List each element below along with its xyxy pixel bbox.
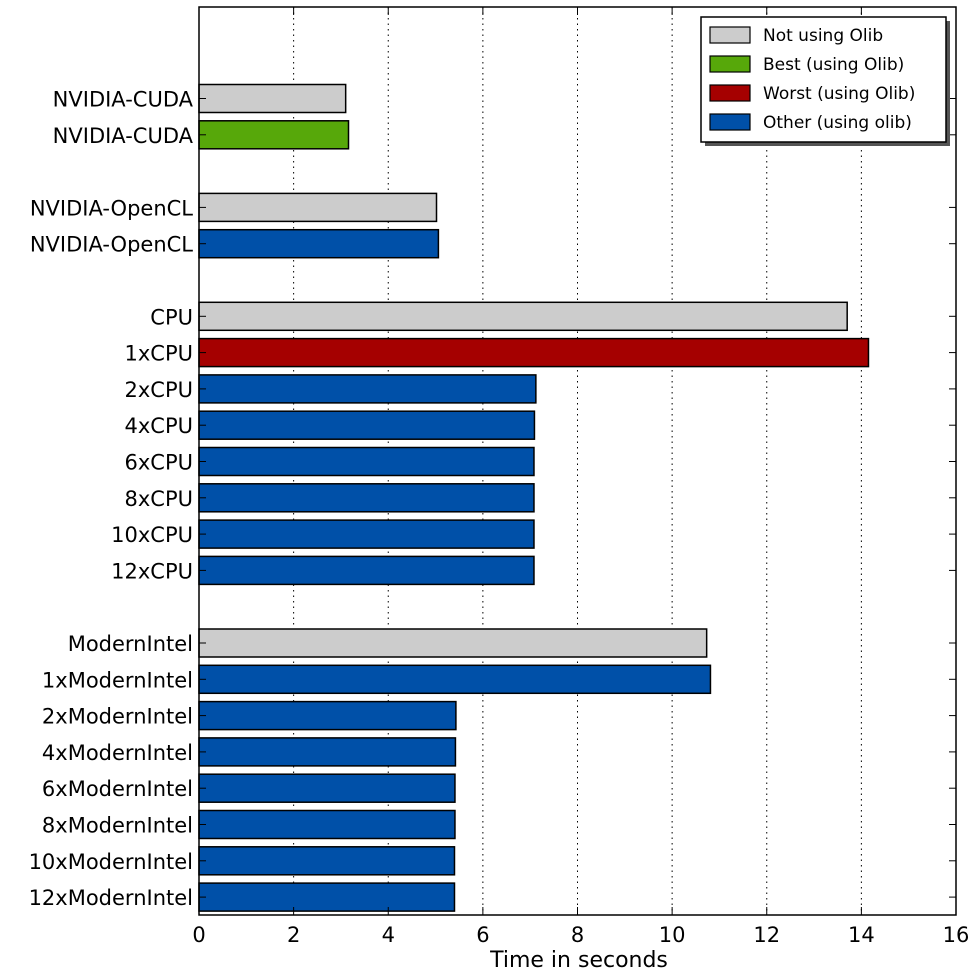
y-tick-label: 12xModernIntel [29, 886, 193, 910]
x-tick-label: 4 [382, 923, 395, 947]
bar-nvidia-opencl-not_using [198, 192, 438, 223]
y-tick-label: 4xModernIntel [42, 741, 193, 765]
x-axis-title: Time in seconds [489, 948, 668, 973]
y-tick-label: 6xModernIntel [42, 777, 193, 801]
bar-4xcpu-other [198, 410, 536, 440]
y-tick-labels: NVIDIA-CUDA NVIDIA-CUDA NVIDIA-OpenCL NVIDI… [29, 88, 194, 911]
x-tick-label: 8 [571, 923, 584, 947]
legend-swatch-other [709, 113, 751, 131]
legend-label-worst: Worst (using Olib) [763, 84, 915, 104]
bar-4xmodernintel-other [198, 737, 457, 767]
y-tick-label: 2xModernIntel [42, 705, 193, 729]
bar-6xcpu-other [198, 446, 535, 477]
y-tick-label: NVIDIA-CUDA [53, 124, 194, 148]
x-tick-label: 14 [848, 923, 875, 947]
x-tick-label: 16 [943, 923, 970, 947]
y-tick-label: NVIDIA-OpenCL [30, 196, 193, 220]
y-tick-label: 6xCPU [125, 451, 194, 475]
x-tick-label: 12 [753, 923, 780, 947]
y-tick-label: 10xModernIntel [29, 850, 193, 874]
bar-10xcpu-other [198, 519, 535, 549]
y-tick-label: 8xCPU [125, 487, 194, 511]
bar-6xmodernintel-other [198, 773, 456, 803]
bar-1xmodernintel-other [198, 664, 712, 695]
legend-label-best: Best (using Olib) [763, 55, 904, 75]
y-tick-label: 8xModernIntel [42, 814, 193, 838]
legend-swatch-worst [709, 84, 751, 102]
y-tick-label: NVIDIA-OpenCL [30, 233, 193, 257]
y-tick-label: 4xCPU [125, 414, 194, 438]
bar-8xmodernintel-other [198, 809, 456, 840]
y-tick-label: CPU [150, 305, 193, 329]
x-tick-label: 2 [287, 923, 300, 947]
bar-12xcpu-other [198, 555, 535, 586]
bar-10xmodernintel-other [198, 846, 456, 876]
bar-nvidia-cuda-best [198, 120, 350, 150]
y-tick-label: NVIDIA-CUDA [53, 88, 194, 112]
bar-8xcpu-other [198, 483, 535, 513]
x-tick-label: 0 [192, 923, 205, 947]
bar-nvidia-cuda-not_using [198, 83, 347, 114]
bar-nvidia-opencl-other [198, 228, 440, 259]
bar-1xcpu-worst [198, 337, 870, 368]
bar-2xcpu-other [198, 374, 537, 404]
y-tick-label: 12xCPU [111, 559, 193, 583]
y-tick-label: 2xCPU [125, 378, 194, 402]
bars-layer [198, 83, 870, 912]
x-tick-labels: 0 2 4 6 8 10 12 14 16 [192, 923, 969, 947]
y-tick-label: 1xModernIntel [42, 668, 193, 692]
bar-cpu-not_using [198, 301, 848, 332]
legend-label-other: Other (using olib) [763, 113, 912, 133]
axes-layer [198, 6, 957, 916]
bar-modernintel-not_using [198, 628, 708, 658]
x-tick-label: 10 [659, 923, 686, 947]
y-tick-label: ModernIntel [68, 632, 193, 656]
legend-swatch-best [709, 55, 751, 73]
legend: Not using Olib Best (using Olib) Worst (us… [700, 16, 950, 146]
legend-swatch-not_using [709, 26, 751, 44]
x-tick-label: 6 [476, 923, 489, 947]
legend-label-not_using: Not using Olib [763, 26, 883, 46]
bar-2xmodernintel-other [198, 700, 457, 731]
bar-12xmodernintel-other [198, 882, 456, 912]
y-tick-label: 10xCPU [111, 523, 193, 547]
y-tick-label: 1xCPU [125, 342, 194, 366]
